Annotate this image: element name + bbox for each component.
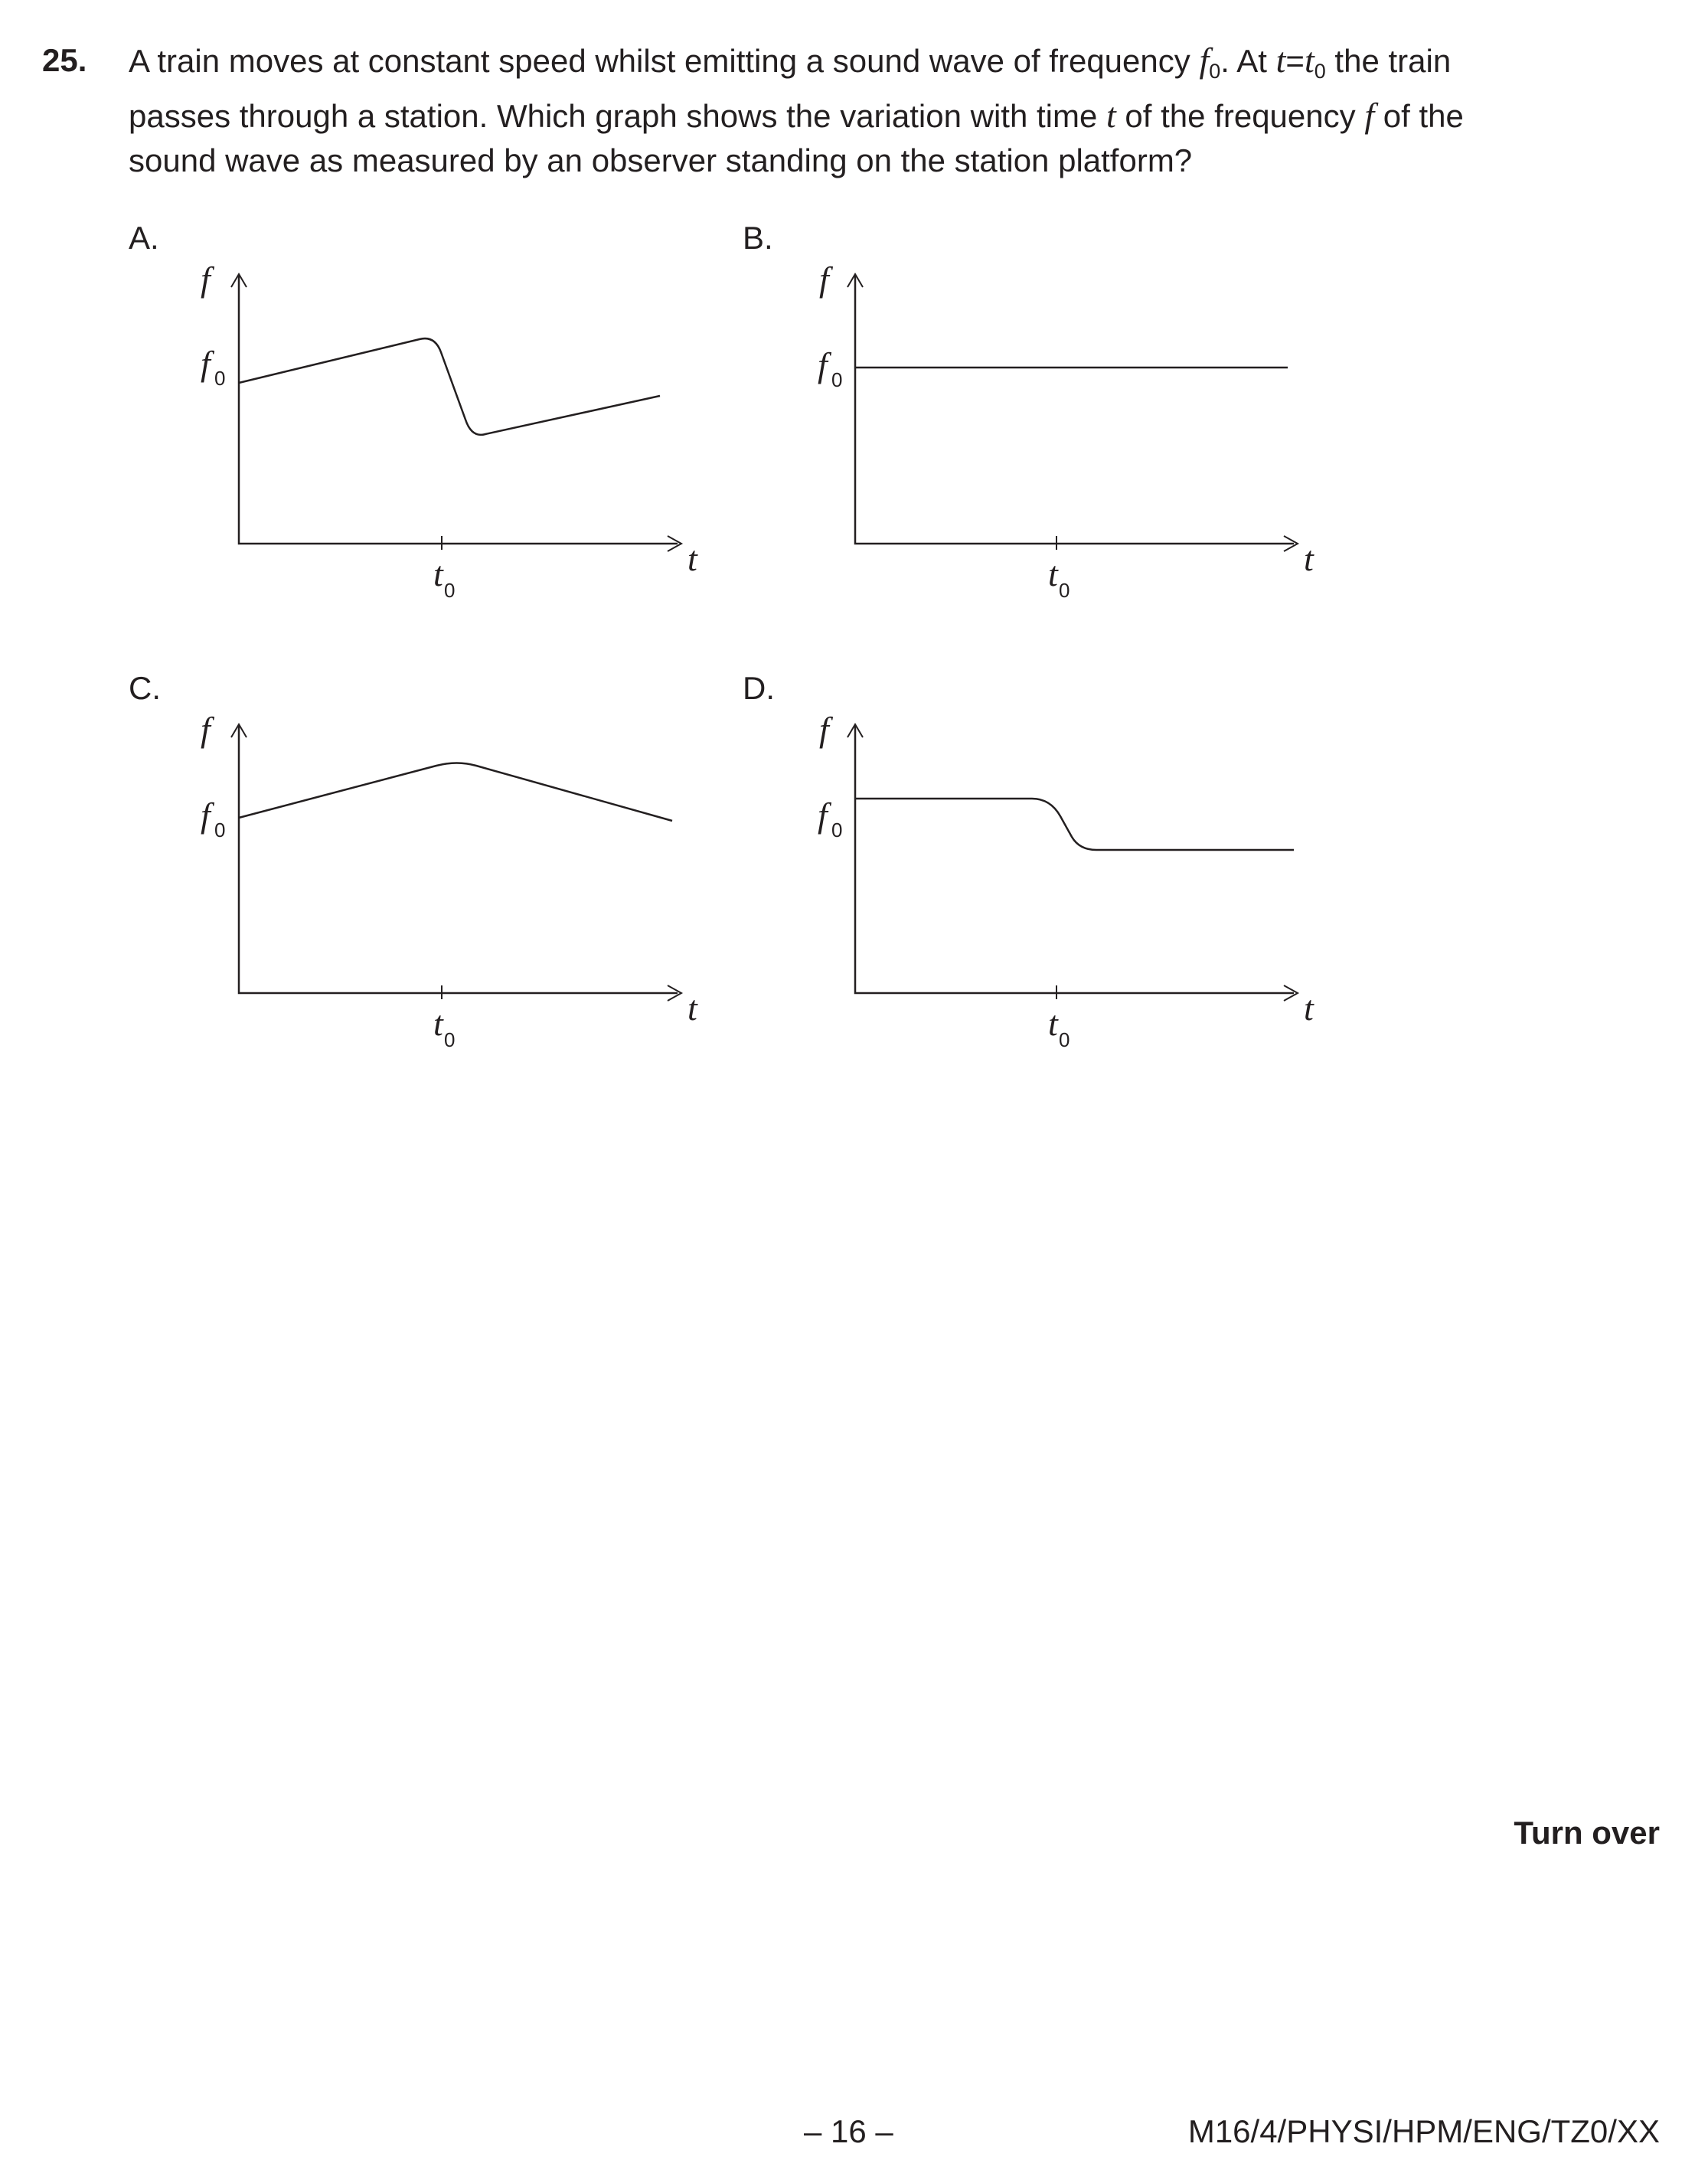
x-axis-label: t [687,539,698,578]
turn-over-note: Turn over [1514,1815,1660,1851]
y-axis-arrow [230,273,247,288]
text-run: passes through a station. Which graph sh… [129,98,1106,134]
text-run: . At [1220,43,1276,79]
t0-label: t [433,1004,444,1043]
y-axis-arrow [230,723,247,738]
paper-code: M16/4/PHYSI/HPM/ENG/TZ0/XX [1187,2113,1660,2149]
f0-sub: 0 [214,367,225,390]
frequency-curve [238,762,673,822]
x-axis-arrow [1283,535,1300,552]
y-axis-arrow [847,723,864,738]
option-a-graph: A. f t t 0 f 0 [129,220,698,602]
frequency-curve [855,797,1294,851]
question-number: 25. [42,42,87,78]
f0-label: f [201,344,215,383]
page-number: – 16 – [804,2113,893,2149]
t0-sub: 0 [1059,579,1070,602]
y-axis-label: f [819,260,834,299]
option-d-graph: D. f t t 0 f 0 [743,670,1314,1051]
var-t: t [1105,96,1116,135]
frequency-curve [238,337,661,436]
f0-sub: 0 [214,819,225,841]
sub-0: 0 [1209,60,1221,83]
y-axis-label: f [201,260,215,299]
question-line-2: passes through a station. Which graph sh… [129,93,1629,139]
axes [854,276,1294,545]
t0-label: t [1048,554,1059,593]
answer-graphs: A. f t t 0 f 0 B. f t t 0 f 0 C. f t t [129,220,1314,1051]
question-line-1: A train moves at constant speed whilst e… [129,38,1629,93]
axes [237,276,678,545]
text-run: the train [1325,43,1452,79]
x-axis-arrow [667,985,684,1002]
x-axis-label: t [1304,539,1314,578]
x-axis-arrow [1283,985,1300,1002]
f0-sub: 0 [831,368,842,391]
var-f: f [1199,41,1210,80]
t0-label: t [433,554,444,593]
x-axis-label: t [1304,988,1314,1028]
option-b-letter: B. [743,220,773,256]
x-axis-label: t [687,988,698,1028]
question-text: A train moves at constant speed whilst e… [129,38,1629,183]
y-axis-label: f [819,710,834,749]
text-run: of the [1374,98,1464,134]
question-line-3: sound wave as measured by an observer st… [129,142,1193,178]
f0-label: f [818,796,832,835]
sub-0: 0 [1314,60,1326,83]
y-axis-arrow [847,273,864,288]
axes [854,726,1294,995]
equals-sign: = [1285,43,1305,79]
text-run: A train moves at constant speed whilst e… [129,43,1200,79]
option-d-letter: D. [743,670,775,706]
t0-sub: 0 [1059,1028,1070,1051]
f0-label: f [201,796,215,835]
option-b-graph: B. f t t 0 f 0 [743,220,1314,602]
t0-sub: 0 [444,579,455,602]
axes [237,726,678,995]
f0-sub: 0 [831,819,842,841]
var-f: f [1364,96,1375,135]
f0-label: f [818,345,832,384]
option-c-letter: C. [129,670,161,706]
y-axis-label: f [201,710,215,749]
t0-sub: 0 [444,1028,455,1051]
option-c-graph: C. f t t 0 f 0 [129,670,698,1051]
var-t: t [1304,41,1314,80]
option-a-letter: A. [129,220,159,256]
x-axis-arrow [667,535,684,552]
text-run: of the frequency [1115,98,1365,134]
t0-label: t [1048,1004,1059,1043]
var-t: t [1275,41,1286,80]
